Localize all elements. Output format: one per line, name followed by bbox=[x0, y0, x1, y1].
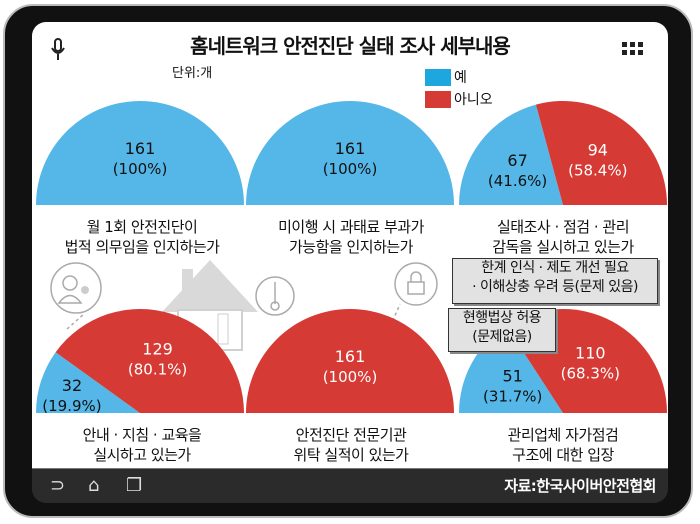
microphone-icon[interactable] bbox=[50, 38, 66, 62]
pie-slice-0-0 bbox=[36, 101, 244, 205]
pie-label-5: 관리업체 자가점검 구조에 대한 입장 bbox=[507, 426, 619, 464]
data-label-pct: (100%) bbox=[323, 368, 378, 386]
legend-swatch bbox=[425, 90, 451, 108]
data-label-pct: (41.6%) bbox=[488, 172, 547, 190]
data-label-pct: (31.7%) bbox=[483, 388, 542, 406]
key-icon bbox=[255, 276, 295, 316]
source-text: 자료:한국사이버안전협회 bbox=[504, 477, 656, 495]
data-label-value: 51 bbox=[503, 367, 523, 386]
pie-label-1: 미이행 시 과태료 부과가 가능함을 인지하는가 bbox=[278, 218, 424, 256]
pie-slice-3-1 bbox=[55, 309, 245, 413]
pie-label-0: 월 1회 안전진단이 법적 의무임을 인지하는가 bbox=[64, 218, 220, 256]
data-label-pct: (68.3%) bbox=[561, 365, 620, 383]
data-label-pct: (100%) bbox=[323, 160, 378, 178]
callout-problem: 한계 인식 · 제도 개선 필요 · 이해상충 우려 등(문제 있음) bbox=[452, 258, 658, 304]
data-label-value: 32 bbox=[62, 376, 82, 395]
lock-icon bbox=[387, 262, 438, 333]
pie-slice-1-0 bbox=[246, 101, 454, 205]
data-label-value: 110 bbox=[575, 344, 606, 363]
data-label-value: 161 bbox=[125, 139, 156, 158]
legend: 예 아니오 bbox=[425, 66, 493, 110]
legend-item-no: 아니오 bbox=[425, 88, 493, 110]
screen: 홈네트워크 안전진단 실태 조사 세부내용 단위:개 예 아니오 161 (100… bbox=[32, 22, 668, 468]
pie-slice-3-0 bbox=[36, 352, 140, 413]
data-label-value: 161 bbox=[335, 139, 366, 158]
pie-slice-2-0 bbox=[459, 104, 563, 205]
person-icon bbox=[50, 262, 102, 330]
pie-slice-4-1 bbox=[246, 309, 454, 413]
nav-bar: ⊃ ⌂ ❐ 자료:한국사이버안전협회 bbox=[32, 468, 668, 503]
data-label-pct: (100%) bbox=[113, 160, 168, 178]
data-label-pct: (19.9%) bbox=[42, 397, 101, 415]
page-title: 홈네트워크 안전진단 실태 조사 세부내용 bbox=[190, 34, 511, 58]
pie-label-3: 안내 · 지침 · 교육을 실시하고 있는가 bbox=[82, 426, 202, 464]
unit-label: 단위:개 bbox=[172, 66, 213, 81]
pie-label-4: 안전진단 전문기관 위탁 실적이 있는가 bbox=[293, 426, 409, 464]
pie-slice-2-1 bbox=[535, 100, 667, 205]
data-label-value: 67 bbox=[507, 151, 527, 170]
data-label-value: 129 bbox=[142, 340, 173, 359]
grid-menu-icon[interactable] bbox=[622, 42, 644, 56]
data-label-pct: (58.4%) bbox=[568, 162, 627, 180]
legend-item-yes: 예 bbox=[425, 66, 493, 88]
pie-label-2: 실태조사 · 점검 · 관리 감독을 실시하고 있는가 bbox=[492, 218, 634, 256]
back-icon[interactable]: ⊃ bbox=[50, 475, 66, 496]
pie-charts: 161 (100%) 161 (100%) 67 (41.6%) 94 (58.4%) 32 (1… bbox=[36, 100, 667, 415]
legend-swatch bbox=[425, 68, 451, 86]
data-label-value: 161 bbox=[335, 347, 366, 366]
data-label-pct: (80.1%) bbox=[128, 361, 187, 379]
home-icon[interactable]: ⌂ bbox=[88, 475, 100, 496]
callout-ok: 현행법상 허용 (문제없음) bbox=[448, 308, 556, 352]
recent-apps-icon[interactable]: ❐ bbox=[126, 475, 143, 496]
data-label-value: 94 bbox=[588, 141, 608, 160]
